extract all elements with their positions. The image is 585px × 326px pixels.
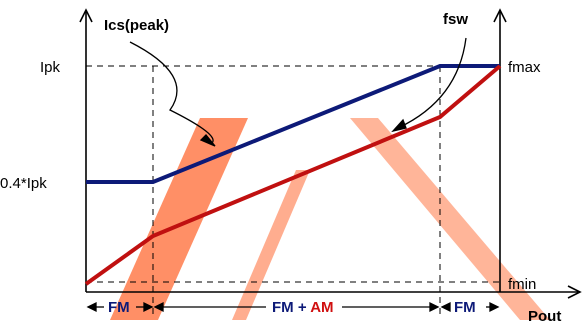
freq-callout-arrow — [397, 37, 467, 129]
current-curve-line — [86, 64, 500, 184]
fmin-label: fmin — [508, 276, 536, 293]
region-mid-am: AM — [310, 299, 333, 316]
axes — [79, 8, 582, 299]
callout-arrows — [129, 37, 467, 147]
ipk-fraction-label: 0.4*Ipk — [0, 175, 47, 192]
region-right-label: FM — [454, 299, 476, 316]
region-mid-plus: + — [294, 299, 311, 316]
x-axis-label: Pout — [528, 308, 561, 325]
region-mid-label: FM + AM — [272, 299, 334, 316]
guide-lines — [86, 65, 500, 315]
region-arrows — [86, 301, 500, 313]
current-callout-head — [199, 134, 216, 147]
ipk-label: Ipk — [40, 59, 61, 76]
watermark — [110, 118, 550, 320]
freq-callout-head — [391, 118, 407, 133]
y-axis-right-arrow — [493, 8, 507, 23]
x-axis-arrow — [567, 285, 582, 299]
current-callout-arrow — [129, 41, 214, 144]
current-curve-label: Ics(peak) — [104, 17, 169, 34]
region-mid-fm: FM — [272, 299, 294, 316]
y-axis-left-arrow — [79, 8, 93, 23]
freq-curve-line — [84, 64, 502, 286]
region-left-label: FM — [108, 299, 130, 316]
fmax-label: fmax — [508, 59, 541, 76]
freq-curve-label: fsw — [443, 11, 468, 28]
